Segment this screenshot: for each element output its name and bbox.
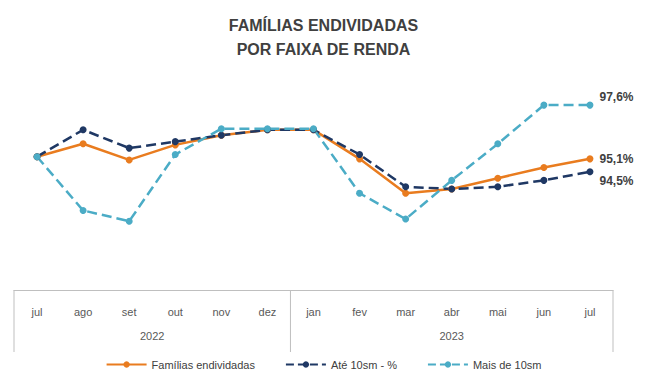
svg-text:jan: jan (305, 306, 321, 318)
svg-text:ago: ago (74, 306, 92, 318)
svg-text:mar: mar (396, 306, 415, 318)
svg-text:Famílias endividadas: Famílias endividadas (152, 359, 256, 371)
svg-text:dez: dez (259, 306, 277, 318)
svg-text:95,1%: 95,1% (599, 152, 633, 166)
svg-text:jul: jul (583, 306, 595, 318)
svg-text:Até 10sm - %: Até 10sm - % (331, 359, 397, 371)
svg-text:set: set (122, 306, 137, 318)
svg-text:POR FAIXA DE RENDA: POR FAIXA DE RENDA (237, 41, 411, 58)
svg-text:2022: 2022 (140, 330, 164, 342)
svg-text:Mais de 10sm: Mais de 10sm (473, 359, 541, 371)
svg-text:94,5%: 94,5% (599, 174, 633, 188)
svg-text:nov: nov (212, 306, 230, 318)
svg-text:jul: jul (31, 306, 43, 318)
svg-text:out: out (168, 306, 183, 318)
svg-text:jun: jun (536, 306, 552, 318)
svg-text:97,6%: 97,6% (599, 90, 633, 104)
svg-text:abr: abr (444, 306, 460, 318)
svg-text:fev: fev (352, 306, 367, 318)
svg-text:mai: mai (489, 306, 507, 318)
svg-text:2023: 2023 (439, 330, 463, 342)
svg-text:FAMÍLIAS ENDIVIDADAS: FAMÍLIAS ENDIVIDADAS (229, 16, 419, 34)
